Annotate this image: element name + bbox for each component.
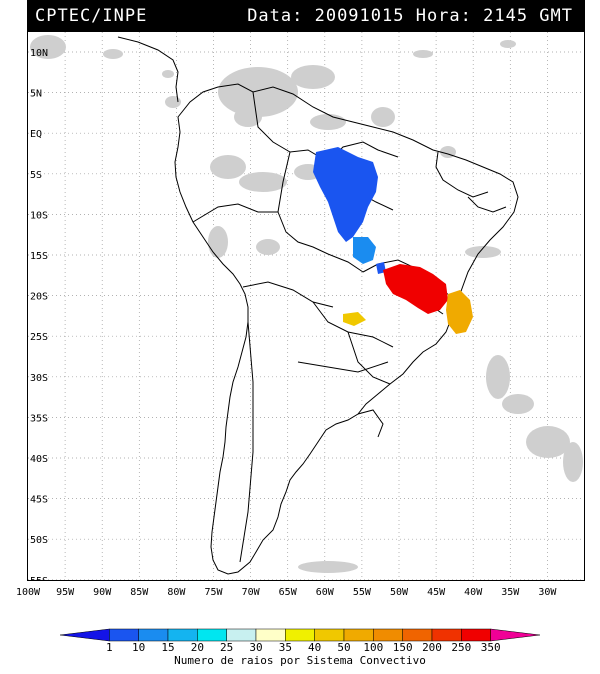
lat-label: 45S	[30, 495, 48, 506]
colorbar-tick-label: 1	[106, 641, 113, 654]
lat-label: 55S	[30, 576, 48, 580]
cluster-orange-east	[446, 290, 473, 334]
cluster-blue-mid	[353, 237, 376, 264]
colorbar-swatch	[285, 628, 315, 642]
lat-label: 15S	[30, 251, 48, 262]
graticule	[28, 32, 584, 581]
lon-label: 100W	[16, 587, 41, 598]
lon-label: 60W	[316, 587, 335, 598]
colorbar-swatch	[255, 628, 286, 642]
colorbar-tick-label: 15	[161, 641, 174, 654]
colorbar-swatch	[431, 628, 462, 642]
lat-label: 20S	[30, 292, 48, 303]
lon-label: 45W	[427, 587, 446, 598]
lat-label: 35S	[30, 413, 48, 424]
colorbar-tick-label: 40	[308, 641, 321, 654]
colorbar-swatch	[373, 628, 403, 642]
lat-label: 25S	[30, 332, 48, 343]
lat-label: 50S	[30, 535, 48, 546]
lat-label: 10N	[30, 48, 48, 59]
lon-label: 90W	[93, 587, 112, 598]
source-label: CPTEC/INPE	[35, 6, 148, 26]
colorbar-label: Numero de raios por Sistema Convectivo	[174, 654, 426, 667]
colorbar-swatch	[167, 628, 198, 642]
colorbar-tick-label: 250	[451, 641, 471, 654]
datetime-label: Data: 20091015 Hora: 2145 GMT	[247, 6, 573, 26]
lon-label: 55W	[353, 587, 372, 598]
colorbar-swatch	[138, 628, 169, 642]
colorbar-tick-label: 20	[191, 641, 204, 654]
colorbar-swatch	[461, 628, 491, 642]
cluster-red	[383, 264, 448, 314]
latitude-labels: 10N 5N EQ 5S 10S 15S 20S 25S 30S 35S 40S 45S 50S 55S	[30, 48, 48, 587]
longitude-axis: 100W 95W 90W 85W 80W 75W 70W 65W 60W 55W 50W 45W 40W…	[16, 587, 557, 598]
colorbar-tick-label: 35	[279, 641, 292, 654]
colorbar-swatch	[314, 628, 345, 642]
colorbar-swatch	[59, 628, 110, 642]
map-frame: 10N 5N EQ 5S 10S 15S 20S 25S 30S 35S 40S 45S 50S 55S	[27, 31, 585, 587]
lon-label: 50W	[390, 587, 409, 598]
lon-label: 85W	[130, 587, 149, 598]
colorbar-tick-label: 150	[393, 641, 413, 654]
lat-label: EQ	[30, 129, 42, 140]
colorbar-tick-label: 350	[481, 641, 501, 654]
colorbar-svg: 1 10 15 20 25 30 35 40 50 100 150 200 250 350 Numero …	[59, 628, 541, 667]
cluster-blue-large	[313, 147, 378, 242]
lon-label: 75W	[204, 587, 223, 598]
lat-label: 40S	[30, 454, 48, 465]
colorbar-tick-label: 30	[249, 641, 262, 654]
colorbar-swatch	[402, 628, 433, 642]
cluster-orange-west	[343, 312, 366, 326]
colorbar: 1 10 15 20 25 30 35 40 50 100 150 200 250 350 Numero …	[0, 620, 600, 670]
colorbar-swatch	[490, 628, 541, 642]
lon-label: 35W	[501, 587, 520, 598]
colorbar-swatch	[197, 628, 227, 642]
cloud-cover	[30, 35, 583, 573]
lat-label: 5N	[30, 89, 42, 100]
colorbar-tick-label: 25	[220, 641, 233, 654]
lon-label: 95W	[56, 587, 75, 598]
lat-label: 5S	[30, 170, 42, 181]
lon-label: 70W	[242, 587, 261, 598]
lon-label: 80W	[167, 587, 186, 598]
convective-systems	[313, 147, 473, 334]
lon-label: 40W	[464, 587, 483, 598]
colorbar-tick-label: 50	[337, 641, 350, 654]
map-canvas: 10N 5N EQ 5S 10S 15S 20S 25S 30S 35S 40S 45S 50S 55S	[28, 32, 584, 587]
lon-label: 30W	[538, 587, 557, 598]
colorbar-swatch	[109, 628, 139, 642]
lon-label: 65W	[279, 587, 298, 598]
colorbar-swatch	[226, 628, 257, 642]
lat-label: 30S	[30, 373, 48, 384]
lat-label: 10S	[30, 210, 48, 221]
colorbar-tick-label: 10	[132, 641, 145, 654]
colorbar-tick-label: 100	[363, 641, 383, 654]
colorbar-tick-label: 200	[422, 641, 442, 654]
colorbar-swatch	[343, 628, 374, 642]
title-bar: CPTEC/INPE Data: 20091015 Hora: 2145 GMT	[27, 0, 585, 31]
